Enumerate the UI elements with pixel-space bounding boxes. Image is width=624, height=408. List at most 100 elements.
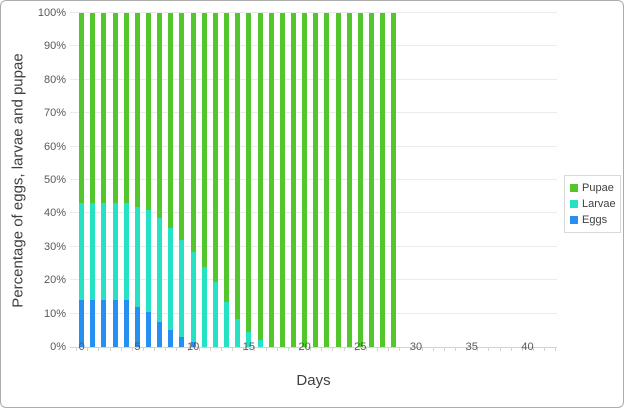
segment-larvae	[246, 331, 252, 347]
segment-eggs	[90, 300, 96, 347]
segment-larvae	[90, 203, 96, 301]
x-axis-tick	[176, 347, 178, 351]
x-tick-label: 5	[134, 341, 141, 353]
stacked-bar-day-28	[391, 13, 397, 347]
y-tick-label: 0%	[50, 341, 66, 353]
x-axis-tick	[533, 347, 535, 351]
segment-larvae	[212, 281, 218, 347]
segment-pupae	[134, 13, 140, 207]
x-axis-tick	[265, 347, 267, 351]
x-axis-tick	[209, 347, 211, 351]
segment-pupae	[279, 13, 285, 347]
stacked-bar-day-17	[268, 13, 274, 347]
stacked-bar-day-5	[134, 13, 140, 347]
legend-item-eggs: Eggs	[570, 213, 616, 227]
segment-pupae	[313, 13, 319, 347]
x-axis-tick	[287, 347, 289, 351]
stacked-bar-day-13	[224, 13, 230, 347]
y-tick-label: 80%	[43, 73, 66, 86]
segment-eggs	[134, 306, 140, 347]
segment-pupae	[201, 13, 207, 267]
x-axis-tick	[455, 347, 457, 351]
segment-pupae	[112, 13, 118, 204]
segment-eggs	[101, 300, 107, 347]
legend-label: Eggs	[582, 214, 608, 226]
x-axis-line	[70, 347, 557, 348]
segment-pupae	[335, 13, 341, 347]
segment-larvae	[257, 340, 263, 347]
y-axis-title: Percentage of eggs, larvae and pupae	[9, 53, 27, 308]
segment-pupae	[157, 13, 163, 219]
gridline	[70, 12, 557, 13]
x-axis-tick	[221, 347, 222, 351]
x-axis-tick	[187, 347, 189, 351]
x-axis-tick	[365, 347, 367, 351]
stacked-bar-day-26	[368, 13, 374, 347]
stacked-bar-day-16	[257, 13, 263, 347]
x-axis-tick	[276, 347, 278, 351]
stacked-bar-day-27	[380, 13, 386, 347]
segment-larvae	[190, 251, 196, 342]
segment-pupae	[146, 13, 152, 211]
segment-pupae	[302, 13, 308, 347]
segment-larvae	[134, 206, 140, 307]
segment-pupae	[168, 13, 174, 229]
x-tick-label: 25	[354, 341, 367, 353]
y-tick-label: 10%	[43, 307, 66, 320]
x-axis-tick	[254, 347, 256, 351]
x-axis-tick	[544, 347, 546, 351]
stacked-bar-day-21	[313, 13, 319, 347]
segment-pupae	[246, 13, 252, 332]
segment-larvae	[179, 240, 185, 337]
x-axis-tick	[466, 347, 468, 351]
stacked-bar-day-6	[146, 13, 152, 347]
segment-pupae	[368, 13, 374, 347]
x-tick-label: 15	[242, 341, 255, 353]
x-axis-tick	[98, 347, 100, 351]
stacked-bar-day-23	[335, 13, 341, 347]
segment-pupae	[224, 13, 230, 302]
x-axis-tick	[321, 347, 323, 351]
segment-pupae	[90, 13, 96, 204]
segment-eggs	[190, 342, 196, 347]
stacked-bar-day-4	[123, 13, 129, 347]
segment-larvae	[112, 203, 118, 301]
legend-item-larvae: Larvae	[570, 197, 616, 211]
y-tick-label: 60%	[43, 140, 66, 153]
x-axis-tick	[421, 347, 423, 351]
y-tick-label: 90%	[43, 40, 66, 53]
stacked-bar-day-19	[290, 13, 296, 347]
legend-swatch-icon	[570, 184, 578, 192]
segment-pupae	[190, 13, 196, 252]
segment-pupae	[79, 13, 85, 204]
stacked-bar-day-1	[90, 13, 96, 347]
stacked-bar-day-9	[179, 13, 185, 347]
x-axis-tick	[510, 347, 512, 351]
x-tick-label: 10	[187, 341, 200, 353]
x-axis-tick	[388, 347, 390, 351]
x-axis-tick	[477, 347, 479, 351]
plot-area	[70, 12, 557, 351]
x-axis-tick	[299, 347, 300, 351]
segment-eggs	[179, 336, 185, 347]
x-tick-label: 20	[298, 341, 311, 353]
segment-eggs	[123, 300, 129, 347]
segment-pupae	[235, 13, 241, 319]
x-axis-tick	[131, 347, 133, 351]
stacked-bar-day-22	[324, 13, 330, 347]
segment-pupae	[290, 13, 296, 347]
stacked-bar-day-20	[302, 13, 308, 347]
stacked-bar-day-18	[279, 13, 285, 347]
segment-eggs	[79, 300, 85, 347]
y-tick-label: 20%	[43, 274, 66, 287]
x-axis-tick	[154, 347, 156, 351]
stacked-bar-day-15	[246, 13, 252, 347]
segment-eggs	[112, 300, 118, 347]
segment-pupae	[268, 13, 274, 347]
segment-pupae	[346, 13, 352, 347]
legend-swatch-icon	[570, 216, 578, 224]
x-axis-tick	[410, 347, 412, 351]
segment-pupae	[179, 13, 185, 241]
stacked-bar-day-10	[190, 13, 196, 347]
segment-pupae	[101, 13, 107, 204]
